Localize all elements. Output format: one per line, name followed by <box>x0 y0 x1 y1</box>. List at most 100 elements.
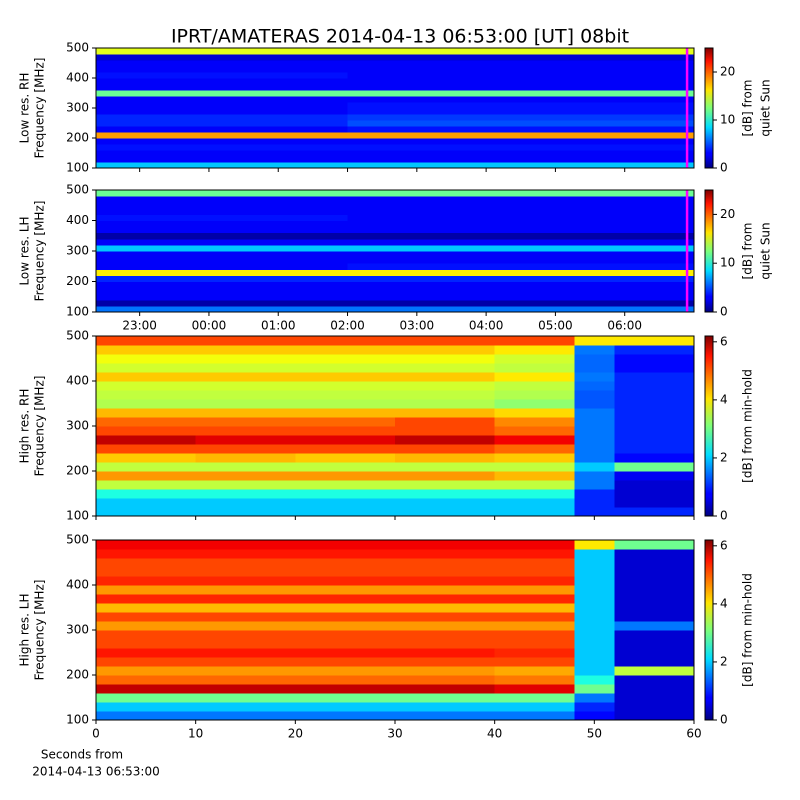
heatmap-cell <box>195 435 296 445</box>
heatmap-cell <box>295 390 396 400</box>
y-tick-label: 500 <box>66 183 89 197</box>
heatmap-cell <box>395 675 496 685</box>
heatmap-cell <box>494 462 575 472</box>
heatmap-cell <box>295 576 396 586</box>
heatmap-cell <box>395 639 496 649</box>
heatmap-cell <box>295 648 396 658</box>
y-tick-label: 400 <box>66 374 89 388</box>
heatmap-cell <box>96 426 197 436</box>
heatmap-cell <box>347 263 695 270</box>
heatmap-cell <box>96 226 349 234</box>
heatmap-cell <box>96 244 349 252</box>
heatmap-cell <box>96 66 349 73</box>
heatmap-cell <box>494 567 575 577</box>
heatmap-cell <box>574 399 615 409</box>
heatmap-cell <box>574 594 615 604</box>
heatmap-cell <box>395 693 496 703</box>
heatmap-cell <box>96 263 349 270</box>
heatmap-cell <box>96 232 349 240</box>
heatmap-cell <box>96 196 349 203</box>
heatmap-cell <box>96 90 349 97</box>
chart-title: IPRT/AMATERAS 2014-04-13 06:53:00 [UT] 0… <box>171 26 629 48</box>
heatmap-cell <box>395 381 496 391</box>
heatmap-cell <box>96 108 349 115</box>
colorbar <box>704 335 714 517</box>
heatmap-cell <box>195 345 296 355</box>
heatmap-cell <box>195 630 296 640</box>
y-tick-label: 200 <box>66 668 89 682</box>
heatmap-cell <box>614 702 695 712</box>
y-tick-label: 300 <box>66 419 89 433</box>
heatmap-cell <box>614 639 695 649</box>
heatmap-cell <box>614 711 695 721</box>
heatmap-cell <box>295 702 396 712</box>
heatmap-cell <box>195 354 296 364</box>
y-tick-label: 300 <box>66 101 89 115</box>
heatmap-cell <box>96 498 197 508</box>
heatmap-cell <box>96 156 349 163</box>
heatmap-cell <box>494 576 575 586</box>
heatmap-cell <box>96 480 197 490</box>
heatmap-cell <box>494 444 575 454</box>
heatmap-cell <box>96 202 349 209</box>
heatmap-cell <box>395 345 496 355</box>
heatmap-cell <box>395 603 496 613</box>
heatmap-cell <box>347 293 695 301</box>
heatmap-cell <box>347 138 695 145</box>
heatmap-cell <box>195 612 296 622</box>
heatmap-cell <box>614 381 695 391</box>
x-tick-label: 10 <box>188 727 203 741</box>
heatmap-cell <box>96 287 349 295</box>
heatmap-cell <box>295 612 396 622</box>
heatmap-cell <box>395 657 496 667</box>
heatmap-cell <box>614 336 695 346</box>
colorbar-tick-label: 2 <box>720 654 728 668</box>
heatmap-cell <box>347 114 695 121</box>
heatmap-cell <box>195 399 296 409</box>
y-tick-label: 200 <box>66 464 89 478</box>
heatmap-cell <box>574 462 615 472</box>
heatmap-cell <box>614 435 695 445</box>
heatmap-cell <box>494 372 575 382</box>
heatmap-cell <box>96 471 197 481</box>
heatmap-cell <box>494 612 575 622</box>
heatmap-cell <box>195 549 296 559</box>
heatmap-cell <box>494 711 575 721</box>
x-tick-label: 06:00 <box>607 319 642 333</box>
heatmap-cell <box>614 453 695 463</box>
y-tick-label: 100 <box>66 509 89 523</box>
colorbar-tick-label: 20 <box>720 65 735 79</box>
heatmap-cell <box>295 435 396 445</box>
heatmap-cell <box>295 426 396 436</box>
heatmap-cell <box>295 408 396 418</box>
colorbar-label: [dB] from min-hold <box>741 369 755 483</box>
heatmap-cell <box>395 498 496 508</box>
heatmap-cell <box>96 558 197 568</box>
heatmap-cell <box>574 630 615 640</box>
heatmap-cell <box>295 453 396 463</box>
heatmap-cell <box>195 540 296 550</box>
heatmap-cell <box>96 489 197 499</box>
heatmap-cell <box>195 471 296 481</box>
x-tick-label: 40 <box>487 727 502 741</box>
heatmap-cell <box>395 453 496 463</box>
x-tick-label: 0 <box>92 727 100 741</box>
heatmap-cell <box>395 558 496 568</box>
heatmap-cell <box>96 126 349 133</box>
heatmap-cell <box>96 417 197 427</box>
heatmap-cell <box>347 156 695 163</box>
colorbar-tick-label: 4 <box>720 392 728 406</box>
heatmap-cell <box>574 471 615 481</box>
heatmap-cell <box>614 480 695 490</box>
heatmap-cell <box>347 232 695 240</box>
heatmap-cell <box>195 603 296 613</box>
heatmap-cell <box>614 471 695 481</box>
y-axis-label: Frequency [MHz] <box>33 376 47 477</box>
heatmap-cell <box>195 558 296 568</box>
heatmap-cell <box>96 657 197 667</box>
heatmap-cell <box>614 444 695 454</box>
heatmap-cell <box>195 372 296 382</box>
heatmap-cell <box>574 372 615 382</box>
heatmap-cell <box>295 345 396 355</box>
